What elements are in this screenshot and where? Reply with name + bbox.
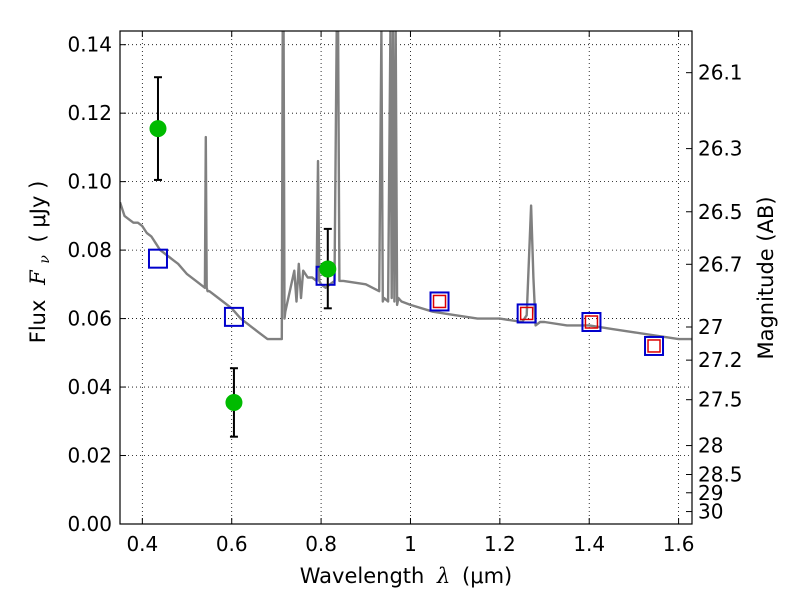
x-axis-title: Wavelength λ (μm): [300, 564, 512, 588]
y2-tick-label: 28.5: [698, 463, 743, 487]
x-tick-label: 1.4: [573, 532, 605, 556]
observed-point: [149, 120, 167, 138]
model-photometry-inner-square: [647, 339, 661, 353]
y2-axis-title: Magnitude (AB): [754, 196, 778, 359]
y2-tick-label: 28: [698, 434, 723, 458]
y2-tick-label: 26.1: [698, 61, 743, 85]
model-photometry-square: [581, 312, 602, 333]
model-photometry-square: [429, 291, 450, 312]
axis-ticks: 0.4 0.6 0.8 1 1.2 1.4 1.6 0.00 0.02 0.04 0.06 0.08 0…: [67, 31, 743, 556]
y-tick-label: 0.12: [67, 101, 112, 125]
model-photometry-square: [516, 303, 537, 324]
model-photometry-square: [644, 335, 665, 356]
y-axis-title: Flux F ν ( μJy ): [26, 181, 54, 344]
x-tick-label: 0.8: [305, 532, 337, 556]
y2-tick-label: 29: [698, 481, 723, 505]
y-tick-label: 0.04: [67, 375, 112, 399]
y2-tick-label: 27: [698, 315, 723, 339]
y2-tick-label: 26.3: [698, 137, 743, 161]
y2-tick-label: 27.5: [698, 388, 743, 412]
y-tick-label: 0.00: [67, 512, 112, 536]
y2-tick-label: 26.7: [698, 252, 743, 276]
y-tick-label: 0.08: [67, 238, 112, 262]
model-spectrum-line: [120, 31, 692, 341]
y2-tick-label: 26.5: [698, 200, 743, 224]
x-tick-label: 1.6: [663, 532, 695, 556]
observed-point: [319, 260, 337, 278]
y-tick-label: 0.02: [67, 444, 112, 468]
y2-tick-label: 30: [698, 500, 723, 524]
y-tick-label: 0.14: [67, 33, 112, 57]
x-tick-label: 1: [404, 532, 417, 556]
model-photometry-square: [147, 248, 168, 269]
model-photometry-inner-square: [519, 306, 534, 321]
plot-area: [120, 31, 692, 438]
x-tick-label: 0.4: [126, 532, 158, 556]
x-tick-label: 1.2: [484, 532, 516, 556]
plot-frame: [119, 30, 693, 525]
model-photometry-inner-square: [584, 315, 599, 329]
model-photometry-inner-square: [432, 294, 447, 309]
y-tick-label: 0.06: [67, 307, 112, 331]
observed-point: [225, 393, 243, 411]
model-photometry-square: [223, 306, 244, 327]
x-tick-label: 0.6: [216, 532, 248, 556]
y-tick-label: 0.10: [67, 170, 112, 194]
y2-tick-label: 27.2: [698, 348, 743, 372]
